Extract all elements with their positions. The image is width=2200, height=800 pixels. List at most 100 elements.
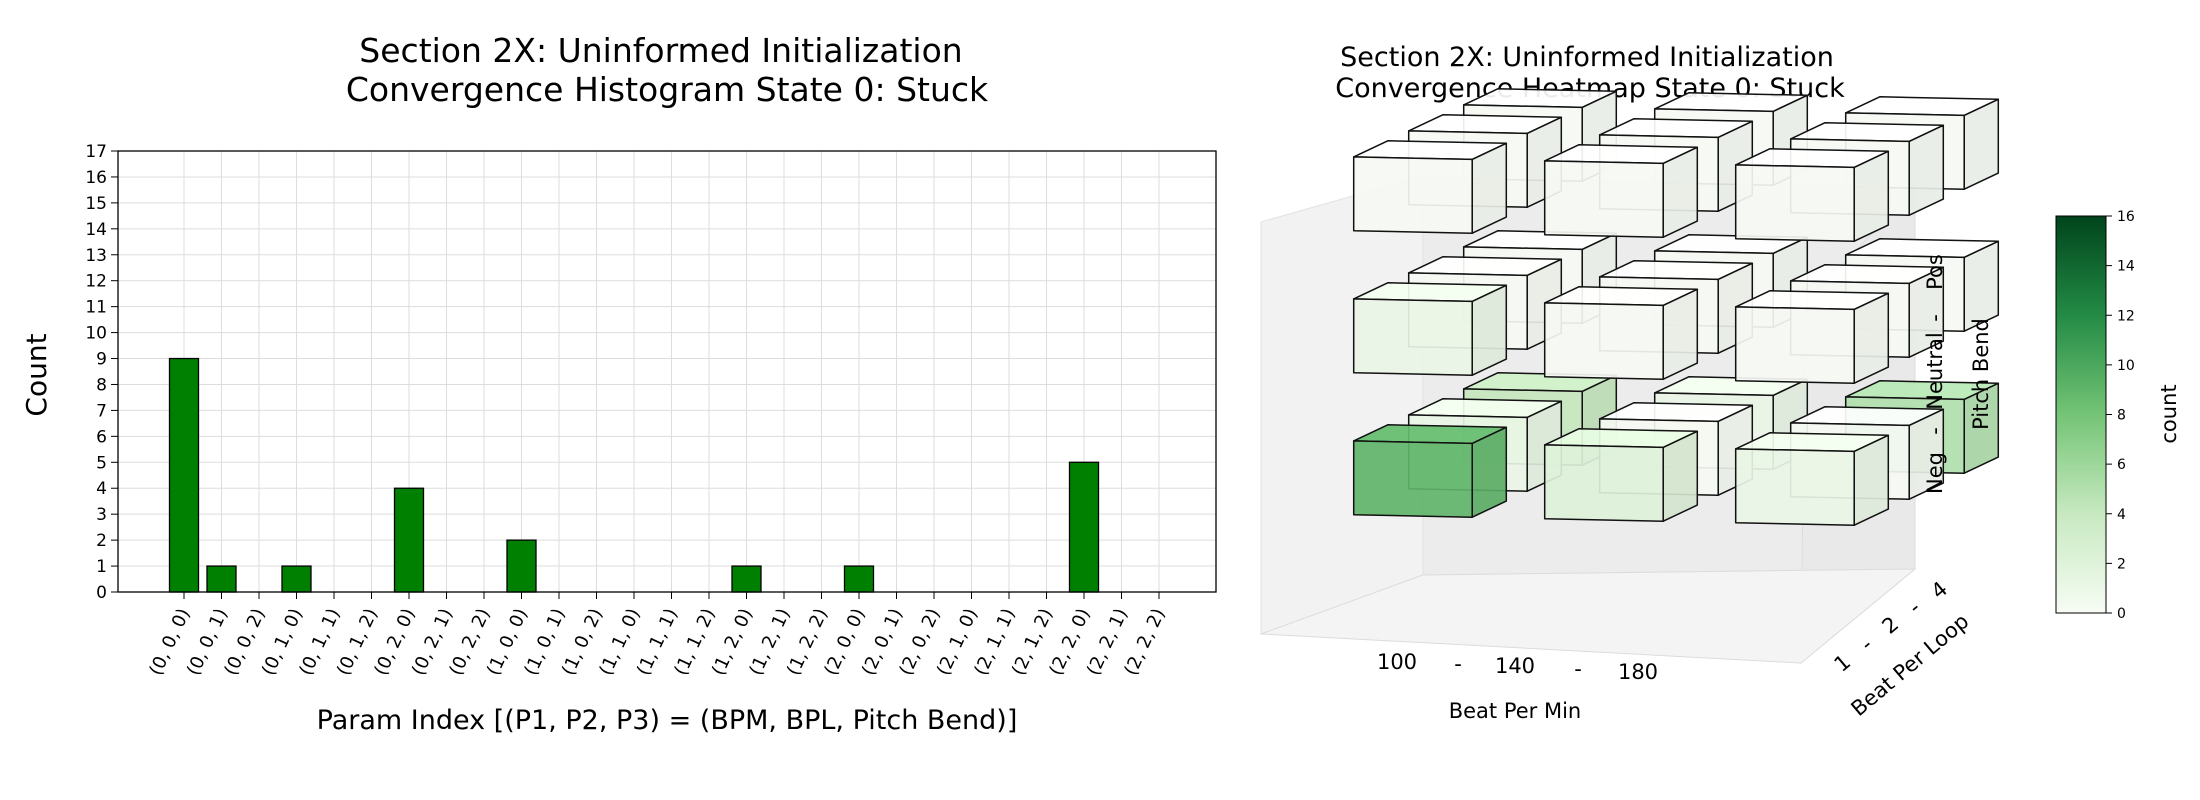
heatmap-cube-face xyxy=(1471,426,1508,518)
heatmap-3d-chart: Section 2X: Uninformed Initialization Co… xyxy=(1260,42,2181,723)
heatmap-cube-face xyxy=(1543,160,1664,238)
histogram-y-tick-label: 3 xyxy=(96,505,107,525)
histogram-chart: Section 2X: Uninformed Initialization Co… xyxy=(20,31,1217,736)
histogram-y-tick-label: 2 xyxy=(96,531,107,551)
heatmap-cube-face xyxy=(1352,298,1473,376)
heatmap-left-pane xyxy=(1260,175,1424,635)
heatmap-cube-face xyxy=(1853,292,1890,384)
heatmap-y-tick-4: - xyxy=(1904,596,1925,619)
heatmap-x-tick-3: 140 xyxy=(1495,654,1535,678)
heatmap-y-tick-5: 4 xyxy=(1927,577,1953,604)
histogram-y-tick-label: 10 xyxy=(85,324,107,344)
histogram-y-tick-label: 7 xyxy=(96,401,107,421)
histogram-bar xyxy=(506,539,537,593)
colorbar-tick-label: 4 xyxy=(2117,507,2126,523)
histogram-bar xyxy=(843,565,875,593)
histogram-y-tick-label: 16 xyxy=(85,168,107,188)
heatmap-cube-face xyxy=(1543,444,1664,522)
heatmap-cube-face xyxy=(1662,146,1699,238)
histogram-bar xyxy=(281,565,312,593)
heatmap-cube-face xyxy=(1352,440,1473,518)
histogram-x-ticks: (0, 0, 0)(0, 0, 1)(0, 0, 2)(0, 1, 0)(0, … xyxy=(145,592,1170,679)
heatmap-cube-face xyxy=(1734,448,1855,526)
histogram-y-tick-label: 13 xyxy=(85,246,107,266)
heatmap-cube-face xyxy=(1853,150,1890,242)
heatmap-z-tick-1: Neg xyxy=(1923,452,1947,494)
heatmap-y-tick-1: 1 xyxy=(1830,650,1856,677)
histogram-y-tick-label: 12 xyxy=(85,272,107,292)
histogram-y-tick-label: 14 xyxy=(85,220,107,240)
heatmap-cube-face xyxy=(1963,98,2000,190)
heatmap-cube xyxy=(1543,428,1699,522)
heatmap-z-tick-3: Neutral xyxy=(1923,332,1947,410)
colorbar-label: count xyxy=(2157,384,2181,443)
histogram-bars xyxy=(168,357,1100,593)
heatmap-cubes xyxy=(1352,88,2000,526)
histogram-y-tick-label: 17 xyxy=(85,142,107,162)
heatmap-y-tick-3: 2 xyxy=(1878,612,1904,639)
heatmap-z-tick-4: - xyxy=(1923,314,1947,322)
heatmap-cube-face xyxy=(1471,284,1508,376)
colorbar-tick-label: 12 xyxy=(2117,308,2135,324)
heatmap-x-tick-1: 100 xyxy=(1377,650,1417,674)
heatmap-cube xyxy=(1352,282,1508,376)
heatmap-cube xyxy=(1543,286,1699,380)
colorbar-tick-label: 8 xyxy=(2117,408,2126,424)
heatmap-cube-face xyxy=(1662,288,1699,380)
histogram-bar xyxy=(168,357,200,593)
heatmap-cube-face xyxy=(1471,142,1508,234)
heatmap-cube-face xyxy=(1963,240,2000,332)
histogram-y-tick-label: 6 xyxy=(96,427,107,447)
heatmap-z-tick-5: Pos xyxy=(1923,254,1947,290)
heatmap-title-line-1: Section 2X: Uninformed Initialization xyxy=(1340,42,1834,73)
heatmap-z-tick-2: - xyxy=(1923,427,1947,435)
colorbar-tick-label: 14 xyxy=(2117,259,2135,275)
histogram-y-tick-label: 4 xyxy=(96,479,107,499)
histogram-bar xyxy=(1068,461,1100,593)
heatmap-cube xyxy=(1734,432,1890,526)
histogram-plot-frame xyxy=(117,150,1217,593)
histogram-x-axis-label: Param Index [(P1, P2, P3) = (BPM, BPL, P… xyxy=(317,705,1018,736)
heatmap-cube-face xyxy=(1734,306,1855,384)
heatmap-y-axis-label: Beat Per Loop xyxy=(1847,609,1974,721)
colorbar-ticks: 0 2 4 6 8 10 12 14 16 xyxy=(2106,209,2135,622)
colorbar-tick-label: 6 xyxy=(2117,457,2126,473)
histogram-title-line-2: Convergence Histogram State 0: Stuck xyxy=(346,70,989,109)
heatmap-y-tick-2: - xyxy=(1856,633,1877,656)
heatmap-cube-face xyxy=(1734,164,1855,242)
heatmap-x-tick-5: 180 xyxy=(1618,660,1658,684)
histogram-bar xyxy=(393,487,425,593)
heatmap-z-axis-label: Pitch Bend xyxy=(1969,318,1993,430)
histogram-bar xyxy=(731,565,762,593)
histogram-y-tick-label: 1 xyxy=(96,557,107,577)
heatmap-cube xyxy=(1352,140,1508,234)
heatmap-cube-face xyxy=(1543,302,1664,380)
heatmap-cube-face xyxy=(1908,124,1945,216)
heatmap-floor-pane xyxy=(1260,568,1917,664)
histogram-title-line-1: Section 2X: Uninformed Initialization xyxy=(359,31,962,70)
colorbar-tick-label: 16 xyxy=(2117,209,2135,225)
histogram-grid xyxy=(118,150,1216,593)
heatmap-cube-face xyxy=(1352,156,1473,234)
heatmap-x-tick-4: - xyxy=(1574,657,1582,681)
histogram-bar xyxy=(206,565,237,593)
histogram-y-tick-label: 0 xyxy=(96,583,107,603)
colorbar-tick-label: 10 xyxy=(2117,358,2135,374)
histogram-y-tick-label: 9 xyxy=(96,350,107,370)
heatmap-x-tick-2: - xyxy=(1454,652,1462,676)
heatmap-cube xyxy=(1734,290,1890,384)
histogram-y-tick-label: 11 xyxy=(85,298,107,318)
histogram-y-tick-label: 15 xyxy=(85,194,107,214)
heatmap-cube xyxy=(1734,148,1890,242)
colorbar xyxy=(2055,215,2107,614)
heatmap-x-axis-label: Beat Per Min xyxy=(1449,699,1582,723)
histogram-y-axis-label: Count xyxy=(20,333,53,416)
histogram-y-tick-label: 5 xyxy=(96,453,107,473)
heatmap-cube-face xyxy=(1853,434,1890,526)
heatmap-cube xyxy=(1352,424,1508,518)
colorbar-tick-label: 2 xyxy=(2117,556,2126,572)
heatmap-cube xyxy=(1543,144,1699,238)
histogram-y-tick-label: 8 xyxy=(96,375,107,395)
